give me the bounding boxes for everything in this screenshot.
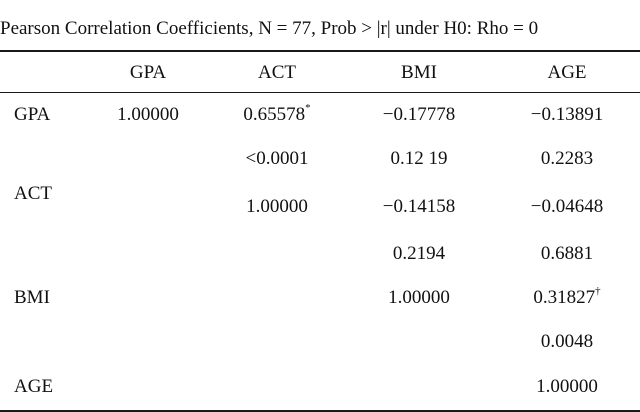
row-label-gpa: GPA (14, 104, 51, 125)
pvalue-gpa-bmi: 0.12 19 (390, 148, 448, 169)
cell-act-age: −0.04648 (530, 196, 604, 217)
cell-age-age: 1.00000 (536, 376, 598, 397)
header-rule (0, 92, 640, 93)
cell-bmi-bmi: 1.00000 (388, 287, 450, 308)
pvalue-bmi-age: 0.0048 (540, 331, 594, 352)
top-rule (0, 50, 640, 52)
pvalue-act-bmi: 0.2194 (392, 243, 446, 264)
pvalue-gpa-act: <0.0001 (245, 148, 309, 169)
column-header-bmi: BMI (401, 62, 437, 83)
column-header-gpa: GPA (129, 62, 167, 83)
cell-bmi-age-value: 0.31827 (533, 287, 596, 308)
table-caption: Pearson Correlation Coefficients, N = 77… (0, 18, 539, 39)
bottom-rule (0, 410, 640, 412)
row-label-act: ACT (14, 183, 52, 204)
pvalue-act-age: 0.6881 (540, 243, 594, 264)
cell-gpa-gpa: 1.00000 (117, 104, 179, 125)
cell-bmi-age: 0.31827† (497, 284, 637, 309)
cell-gpa-age: −0.13891 (530, 104, 604, 125)
cell-gpa-act: 0.65578* (207, 101, 347, 126)
significance-marker-asterisk: * (305, 101, 311, 114)
column-header-act: ACT (258, 62, 296, 83)
row-label-age: AGE (14, 376, 54, 397)
pvalue-gpa-age: 0.2283 (540, 148, 594, 169)
row-label-bmi: BMI (14, 287, 50, 308)
column-header-age: AGE (547, 62, 587, 83)
cell-act-bmi: −0.14158 (382, 196, 456, 217)
cell-gpa-bmi: −0.17778 (382, 104, 456, 125)
cell-act-act: 1.00000 (246, 196, 308, 217)
significance-marker-dagger: † (595, 284, 601, 297)
cell-gpa-act-value: 0.65578 (243, 104, 306, 125)
